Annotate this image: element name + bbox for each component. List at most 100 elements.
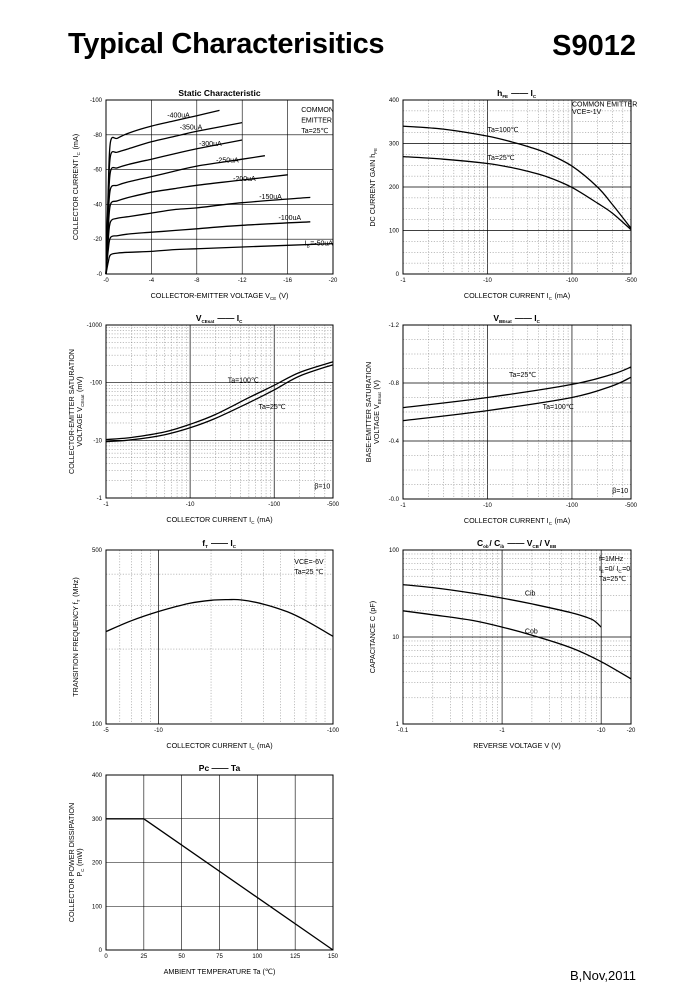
static-x-tick-label: -12 (238, 278, 247, 284)
static-x-tick-label: -4 (149, 278, 155, 284)
ft-annotation: VCE=-6V (294, 559, 324, 566)
static-y-tick-label: -0 (97, 272, 103, 278)
cap-series-label: Cib (525, 590, 536, 597)
ft-title: fT —— IC (202, 538, 236, 549)
cap-x-tick-label: -0.1 (398, 728, 409, 734)
ft-annotation: Ta=25 ℃ (294, 569, 323, 576)
static-series-3 (105, 155, 266, 275)
ft-y-tick-label: 100 (92, 722, 103, 728)
pc-x-tick-label: 100 (252, 954, 263, 960)
pc-y-tick-label: 300 (92, 817, 103, 823)
hfe-series-0 (402, 125, 632, 229)
vbesat-x-axis-label: COLLECTOR CURRENT IC (mA) (464, 516, 570, 526)
hfe-annotation: COMMON EMITTER (572, 102, 637, 109)
static-annotation: EMITTER (301, 118, 332, 125)
vbesat-title: VBEsat —— IC (493, 313, 540, 324)
static-series-5 (105, 196, 311, 275)
vcesat-series-label: Ta=100℃ (228, 378, 259, 385)
vcesat-y-axis-label: COLLECTOR-EMITTER SATURATION (67, 349, 76, 474)
chart-cap: -0.1 -1 -10 -20 1 10 100 Cob / Cib —— VCB / VEB… (368, 538, 636, 750)
vbesat-x-tick-label: -500 (625, 503, 638, 509)
vcesat-x-tick-label: -100 (268, 502, 281, 508)
hfe-x-tick-label: -10 (483, 278, 492, 284)
hfe-y-tick-label: 100 (389, 229, 400, 235)
vbesat-y-axis-label-2: VOLTAGE VBEsat (V) (372, 380, 382, 444)
hfe-series-1 (402, 155, 632, 231)
hfe-series-label: Ta=25℃ (487, 155, 514, 162)
vbesat-y-tick-label: -0.4 (389, 439, 400, 445)
static-x-tick-label: -20 (329, 278, 338, 284)
ft-y-tick-label: 500 (92, 548, 103, 554)
vcesat-x-tick-label: -10 (186, 502, 195, 508)
ft-x-tick-label: -10 (154, 728, 163, 734)
hfe-annotation: VCE=-1V (572, 109, 602, 116)
static-annotation: Ta=25℃ (301, 128, 328, 135)
ft-frame (105, 549, 334, 725)
cap-grid (403, 550, 631, 724)
static-y-tick-label: -60 (93, 168, 102, 174)
static-y-tick-label: -100 (90, 98, 103, 104)
vcesat-y-tick-label: -10 (93, 438, 102, 444)
pc-x-tick-label: 25 (140, 954, 147, 960)
pc-y-tick-label: 0 (99, 948, 103, 954)
pc-y-tick-label: 200 (92, 861, 103, 867)
vbesat-frame (402, 324, 632, 500)
static-series-label: -350uA (180, 125, 203, 132)
static-y-axis-label: COLLECTOR CURRENT IC (mA) (71, 134, 81, 240)
static-series-label: -250uA (216, 158, 239, 165)
static-y-tick-label: -80 (93, 133, 102, 139)
static-x-tick-label: -0 (103, 278, 109, 284)
vcesat-series-0 (105, 361, 334, 441)
pc-series-0 (106, 818, 334, 951)
static-grid (106, 100, 333, 274)
static-series-label: -100uA (279, 215, 302, 222)
ft-x-tick-label: -100 (327, 728, 340, 734)
static-series-label: -300uA (199, 141, 222, 148)
vbesat-series-1 (402, 376, 632, 422)
vbesat-series-label: Ta=100℃ (543, 404, 574, 411)
cap-annotation: Ta=25℃ (599, 576, 626, 583)
static-frame (105, 99, 334, 275)
pc-y-axis-label-2: PC (mW) (75, 848, 85, 876)
static-series-label: -400uA (167, 112, 190, 119)
vcesat-y-tick-label: -1000 (87, 323, 103, 329)
cap-y-tick-label: 100 (389, 548, 400, 554)
ft-y-axis-label: TRANSITION FREQUENCY fT (MHz) (71, 577, 81, 696)
pc-frame (105, 774, 334, 951)
cap-x-tick-label: -10 (597, 728, 606, 734)
static-series-label: -200uA (233, 176, 256, 183)
static-x-tick-label: -8 (194, 278, 200, 284)
pc-y-tick-label: 100 (92, 904, 103, 910)
hfe-x-tick-label: -100 (566, 278, 579, 284)
cap-y-tick-label: 10 (392, 635, 399, 641)
vcesat-series-label: Ta=25℃ (258, 404, 285, 411)
hfe-x-axis-label: COLLECTOR CURRENT IC (mA) (464, 291, 570, 301)
vcesat-x-tick-label: -1 (103, 502, 109, 508)
pc-x-tick-label: 125 (290, 954, 301, 960)
vcesat-y-axis-label-2: VOLTAGE VCEsat (mV) (75, 376, 85, 446)
cap-annotation: f=1MHz (599, 556, 624, 563)
hfe-y-tick-label: 200 (389, 185, 400, 191)
vbesat-y-tick-label: -1.2 (389, 323, 400, 329)
vbesat-x-tick-label: -100 (566, 503, 579, 509)
cap-y-tick-label: 1 (396, 722, 400, 728)
hfe-series-label: Ta=100℃ (487, 127, 518, 134)
pc-title: Pc —— Ta (199, 763, 241, 773)
hfe-y-tick-label: 300 (389, 142, 400, 148)
chart-hfe: -1 -10 -100 -500 0 100 200 300 400 hFE —— IC COLL… (368, 88, 638, 301)
hfe-y-axis-label: DC CURRENT GAIN hFE (368, 147, 378, 226)
vbesat-y-tick-label: -0.0 (389, 497, 400, 503)
cap-series-1 (402, 610, 632, 680)
cap-x-tick-label: -1 (499, 728, 505, 734)
vcesat-y-tick-label: -100 (90, 381, 103, 387)
vbesat-y-tick-label: -0.8 (389, 381, 400, 387)
vcesat-y-tick-label: -1 (97, 496, 103, 502)
static-series-label: -150uA (259, 194, 282, 201)
page-title: Typical Characterisitics (68, 28, 385, 60)
ft-grid (106, 550, 333, 724)
pc-x-tick-label: 75 (216, 954, 223, 960)
ft-x-axis-label: COLLECTOR CURRENT IC (mA) (166, 741, 272, 751)
static-x-axis-label: COLLECTOR-EMITTER VOLTAGE VCE (V) (151, 291, 289, 301)
vbesat-x-tick-label: -10 (483, 503, 492, 509)
vbesat-series-0 (402, 366, 632, 409)
